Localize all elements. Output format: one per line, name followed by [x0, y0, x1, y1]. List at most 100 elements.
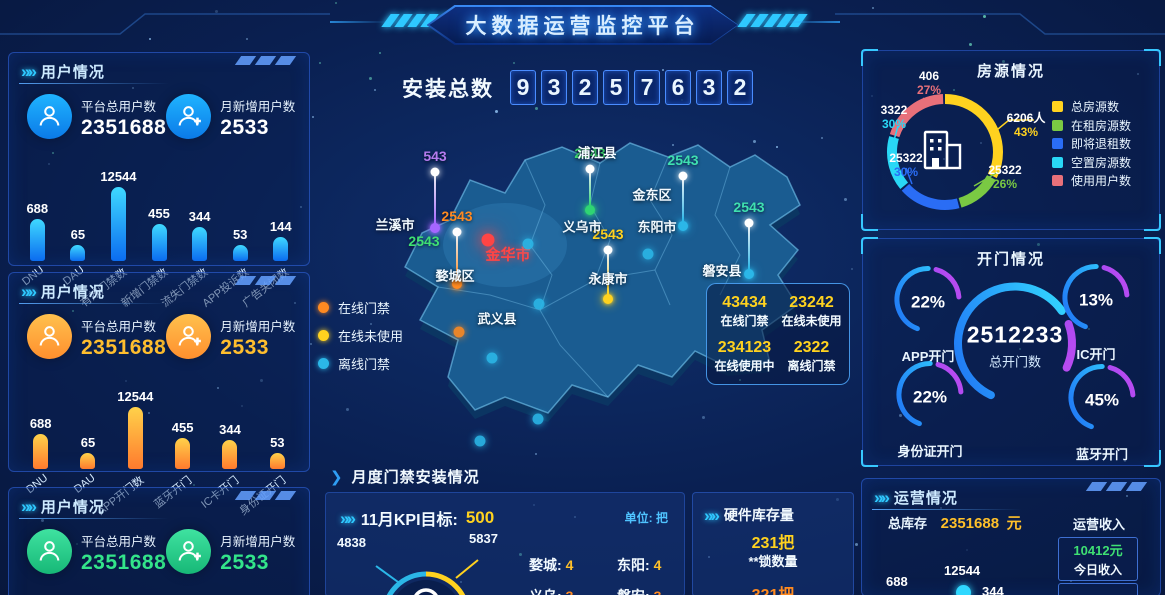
access-stat-label: 在线未使用	[778, 312, 845, 329]
access-point-dot	[454, 327, 465, 338]
housing-callout: 3322 30%	[881, 104, 908, 132]
callout-number: 3322	[881, 104, 908, 118]
access-stat-label: 离线门禁	[778, 357, 845, 374]
access-stat-label: 在线门禁	[711, 312, 778, 329]
access-point-dot	[534, 299, 545, 310]
callout-percent: 30%	[881, 118, 908, 132]
marker-stem	[682, 180, 684, 222]
kpi-city-stat: 婺城: 4	[529, 555, 617, 575]
hardware-value: 231把	[693, 529, 853, 553]
building-icon	[925, 132, 960, 168]
operations-panel-title: 运营情况	[894, 487, 958, 508]
housing-legend-swatch	[1052, 157, 1063, 168]
marker-value-label: 2543	[733, 199, 764, 215]
door-gauge-percent: 22%	[913, 387, 947, 407]
access-stats-box: 43434 在线门禁 23242 在线未使用 234123 在线使用中 2322 离线门禁	[706, 283, 850, 385]
kpi-callout-right: 5837	[469, 531, 498, 546]
housing-legend-row: 在租房源数	[1052, 117, 1131, 134]
partial-bar-value: 344	[982, 584, 1004, 595]
access-stat: 234123 在线使用中	[711, 339, 778, 374]
legend-dot	[318, 330, 329, 341]
marker-value-label: 2543	[667, 152, 698, 168]
marker-stem	[589, 173, 591, 206]
marker-base-dot	[603, 294, 613, 304]
kpi-city-value: 4	[654, 557, 662, 573]
kpi-city-name: 义乌:	[529, 588, 566, 595]
income-box: 10412元 今日收入	[1058, 537, 1138, 581]
kpi-unit: 单位: 把	[625, 509, 668, 526]
kpi-city-value: 3	[566, 588, 574, 595]
access-point-dot	[643, 249, 654, 260]
total-door-value: 2512233	[967, 322, 1064, 349]
housing-legend-row: 即将退租数	[1052, 135, 1131, 152]
income-value: 10412元	[1073, 540, 1122, 559]
access-point-dot	[523, 239, 534, 250]
double-chevron-icon: »»	[704, 507, 717, 524]
hardware-value: 321把	[693, 581, 853, 595]
callout-number: 6206人	[1007, 112, 1046, 126]
door-gauge-text: 22%	[889, 261, 967, 344]
marker-base-dot	[744, 269, 754, 279]
kpi-callout-left: 4838	[337, 535, 366, 550]
access-stat-label: 在线使用中	[711, 357, 778, 374]
chevron-right-icon: ❯	[330, 468, 343, 486]
access-stat-value: 43434	[711, 294, 778, 312]
legend-label: 在线未使用	[338, 326, 403, 345]
marker-base-dot	[678, 221, 688, 231]
access-point-dot	[475, 436, 486, 447]
housing-legend-row: 空置房源数	[1052, 154, 1131, 171]
double-chevron-icon: »»	[340, 510, 353, 527]
legend-label: 离线门禁	[338, 354, 390, 373]
marker-base-dot	[430, 223, 440, 233]
lock-gauge	[336, 544, 546, 595]
double-chevron-icon: »»	[874, 489, 887, 506]
kpi-city-name: 婺城:	[529, 557, 566, 573]
legend-row: 离线门禁	[318, 349, 403, 377]
callout-percent: 26%	[988, 178, 1021, 192]
callout-number: 25322	[889, 152, 922, 166]
map-legend: 在线门禁在线未使用离线门禁	[318, 293, 403, 377]
stock-value: 2351688	[941, 515, 999, 532]
city-label: 浦江县	[577, 143, 616, 162]
kpi-city-name: 磐安:	[617, 588, 654, 595]
hardware-label: **锁数量	[693, 551, 853, 570]
access-stat: 23242 在线未使用	[778, 294, 845, 329]
city-label: 义乌市	[562, 217, 601, 236]
total-door-label: 总开门数	[989, 352, 1041, 371]
housing-legend-row: 总房源数	[1052, 98, 1119, 115]
city-label: 武义县	[477, 309, 516, 328]
partial-bar-dot	[956, 585, 971, 595]
door-gauge: 13%	[1057, 259, 1135, 342]
housing-legend-swatch	[1052, 101, 1063, 112]
kpi-panel: »» 11月KPI目标: 500 单位: 把 4838 5837 婺城: 4 东阳…	[325, 492, 685, 595]
kpi-city-name: 东阳:	[617, 557, 654, 573]
housing-callout: 25322 26%	[988, 164, 1021, 192]
housing-legend-label: 在租房源数	[1071, 117, 1131, 134]
income-period-label: 今日收入	[1074, 561, 1122, 578]
city-label: 婺城区	[435, 266, 474, 285]
door-gauge-percent: 13%	[1079, 290, 1113, 310]
partial-bar-value: 688	[886, 574, 908, 589]
access-point-dot	[533, 414, 544, 425]
marker-stem	[748, 227, 750, 270]
housing-legend-label: 总房源数	[1071, 98, 1119, 115]
stock-row: 总库存 2351688 元	[888, 512, 1022, 533]
stock-label: 总库存	[888, 516, 927, 531]
kpi-label: 11月KPI目标:	[361, 506, 458, 530]
door-gauge: 22%	[891, 356, 969, 439]
marker-stem	[434, 176, 436, 224]
legend-row: 在线未使用	[318, 321, 403, 349]
marker-value-label: 2543	[441, 208, 472, 224]
door-gauge: 22%	[889, 261, 967, 344]
kpi-value: 500	[466, 508, 494, 528]
city-label: 磐安县	[702, 261, 741, 280]
housing-legend-label: 使用用户数	[1071, 172, 1131, 189]
legend-label: 在线门禁	[338, 298, 390, 317]
door-gauge-label: 身份证开门	[897, 441, 962, 460]
hardware-panel: »» 硬件库存量 231把 **锁数量 321把	[692, 492, 854, 595]
door-gauge-text: 13%	[1057, 259, 1135, 342]
housing-callout: 406 27%	[917, 70, 941, 98]
callout-percent: 43%	[1007, 126, 1046, 140]
housing-legend-swatch	[1052, 120, 1063, 131]
city-label: 金东区	[632, 185, 671, 204]
